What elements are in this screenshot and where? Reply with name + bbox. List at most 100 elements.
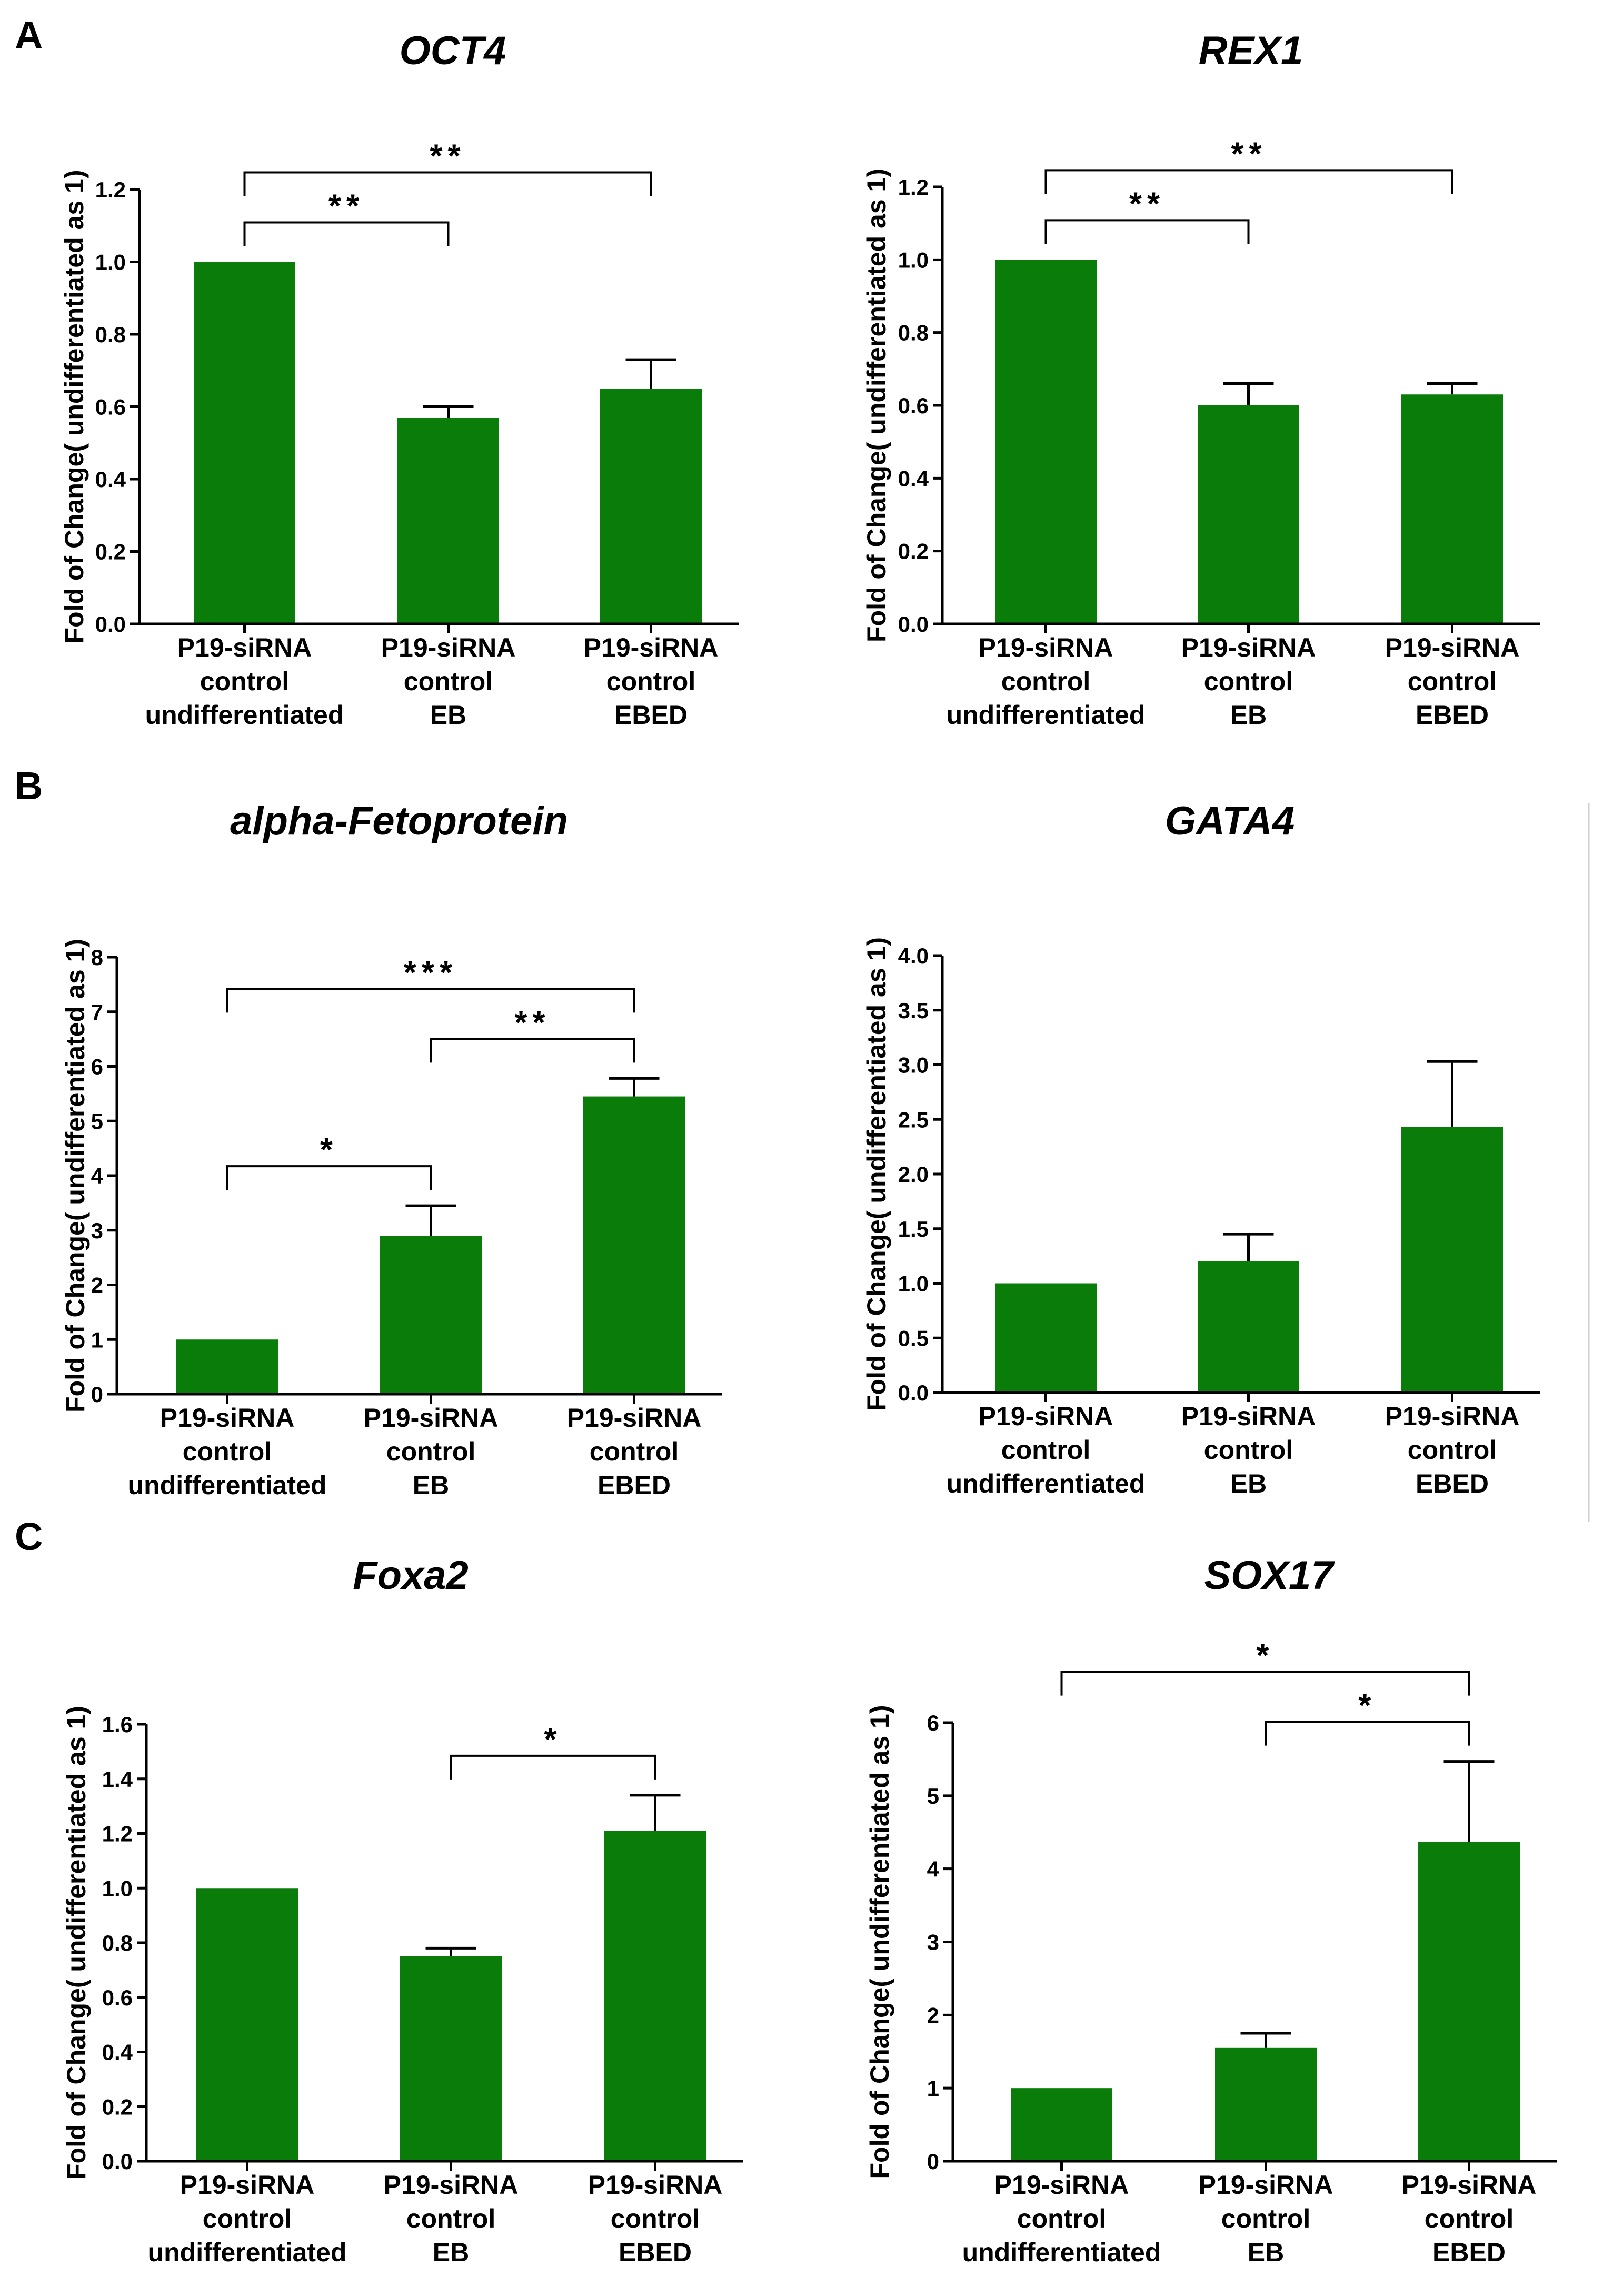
y-tick-label: 0.0 (95, 612, 126, 637)
x-category-label: EBED (598, 1470, 671, 1500)
bar (194, 262, 295, 624)
bar (1215, 2047, 1317, 2161)
y-axis-label: Fold of Change( undifferentiated as 1) (865, 1705, 894, 2179)
significance-label: ** (1231, 136, 1267, 172)
significance-label: ** (1129, 186, 1165, 222)
y-tick-label: 1.2 (95, 177, 126, 202)
x-category-label: P19-siRNA (1199, 2170, 1333, 2200)
y-tick-label: 6 (927, 1711, 939, 1735)
bar (1401, 1127, 1503, 1393)
y-tick-label: 2 (91, 1273, 103, 1298)
y-tick-label: 3.0 (898, 1053, 929, 1078)
y-tick-label: 1 (91, 1327, 103, 1352)
x-category-label: P19-siRNA (381, 633, 516, 662)
panel-letter-c: C (15, 1515, 43, 1558)
chart-title: alpha-Fetoprotein (230, 799, 568, 843)
panel-letter-b: B (15, 764, 43, 808)
y-tick-label: 0.8 (898, 321, 929, 345)
bar (604, 1831, 706, 2161)
y-tick-label: 0.2 (102, 2094, 133, 2119)
x-category-label: undifferentiated (947, 700, 1146, 730)
x-category-label: EB (433, 2238, 469, 2267)
x-category-label: control (606, 667, 695, 696)
bar (1198, 1261, 1299, 1393)
significance-label: * (544, 1722, 562, 1758)
y-tick-label: 0.6 (95, 395, 126, 420)
x-category-label: control (404, 667, 493, 696)
y-tick-label: 0.0 (898, 1380, 929, 1405)
x-category-label: undifferentiated (128, 1470, 327, 1500)
y-tick-label: 0 (91, 1382, 103, 1407)
y-tick-label: 0.4 (898, 466, 929, 491)
x-category-label: P19-siRNA (979, 633, 1113, 662)
x-category-label: P19-siRNA (177, 633, 312, 662)
y-tick-label: 0.4 (95, 467, 126, 492)
bar (995, 260, 1097, 624)
significance-bracket (1060, 1671, 1470, 1696)
significance-bracket (243, 221, 450, 246)
y-tick-label: 1.0 (95, 250, 126, 275)
x-category-label: EB (1230, 700, 1267, 730)
y-tick-label: 5 (91, 1109, 103, 1134)
y-tick-label: 1.2 (898, 175, 929, 200)
x-category-label: EBED (619, 2238, 692, 2267)
y-tick-label: 0.2 (95, 540, 126, 564)
x-category-label: P19-siRNA (364, 1403, 499, 1433)
x-category-label: control (1408, 667, 1497, 696)
x-category-label: P19-siRNA (1181, 1402, 1316, 1431)
y-axis-label: Fold of Change( undifferentiated as 1) (59, 170, 89, 643)
bar (995, 1283, 1097, 1393)
x-category-label: P19-siRNA (1385, 633, 1520, 662)
x-category-label: P19-siRNA (584, 633, 719, 662)
x-category-label: control (1001, 1435, 1090, 1465)
chart-4: Foxa2 Fold of Change( undifferentiated as… (62, 1553, 743, 2267)
significance-label: ** (514, 1005, 550, 1041)
x-category-label: EB (1230, 1469, 1267, 1498)
x-category-label: EB (1248, 2238, 1284, 2267)
y-tick-label: 0.5 (898, 1326, 929, 1350)
x-category-label: control (1204, 667, 1293, 696)
chart-2: alpha-Fetoprotein Fold of Change( undiffe… (61, 799, 722, 1500)
bar (380, 1236, 482, 1394)
y-tick-label: 8 (91, 945, 103, 970)
x-category-label: EBED (614, 700, 688, 730)
x-category-label: control (1221, 2204, 1310, 2233)
y-tick-label: 3 (91, 1218, 103, 1243)
chart-title: GATA4 (1165, 799, 1295, 843)
y-tick-label: 1.5 (898, 1217, 929, 1241)
y-tick-label: 2 (927, 2003, 939, 2027)
y-tick-label: 1.0 (898, 1271, 929, 1296)
y-tick-label: 0.0 (898, 612, 929, 637)
y-tick-label: 0.8 (102, 1931, 133, 1955)
x-category-label: EBED (1432, 2238, 1506, 2267)
significance-bracket (243, 171, 652, 196)
y-tick-label: 0.6 (898, 393, 929, 418)
chart-title: REX1 (1199, 28, 1303, 73)
bar (1418, 1842, 1520, 2161)
y-tick-label: 7 (91, 1000, 103, 1025)
significance-label: * (1256, 1638, 1274, 1674)
bar (400, 1956, 502, 2161)
chart-0: OCT4 Fold of Change( undifferentiated as … (59, 28, 739, 730)
x-category-label: undifferentiated (947, 1469, 1146, 1498)
bar (1198, 405, 1299, 624)
significance-bracket (1044, 219, 1250, 244)
x-category-label: control (1017, 2204, 1106, 2233)
significance-bracket (450, 1754, 656, 1780)
y-tick-label: 0.2 (898, 539, 929, 564)
x-category-label: EB (430, 700, 466, 730)
x-category-label: P19-siRNA (1402, 2170, 1537, 2200)
bar (600, 389, 702, 624)
x-category-label: EB (413, 1470, 449, 1500)
chart-1: REX1 Fold of Change( undifferentiated as … (862, 28, 1540, 730)
x-category-label: P19-siRNA (160, 1403, 295, 1433)
bar (176, 1339, 278, 1394)
x-category-label: control (1425, 2204, 1514, 2233)
x-category-label: control (183, 1437, 272, 1466)
y-tick-label: 0.4 (102, 2040, 133, 2065)
x-category-label: EBED (1416, 1469, 1489, 1498)
x-category-label: P19-siRNA (588, 2170, 723, 2200)
y-axis-label: Fold of Change( undifferentiated as 1) (862, 168, 891, 642)
y-tick-label: 1.4 (102, 1767, 133, 1792)
x-category-label: P19-siRNA (180, 2170, 315, 2200)
